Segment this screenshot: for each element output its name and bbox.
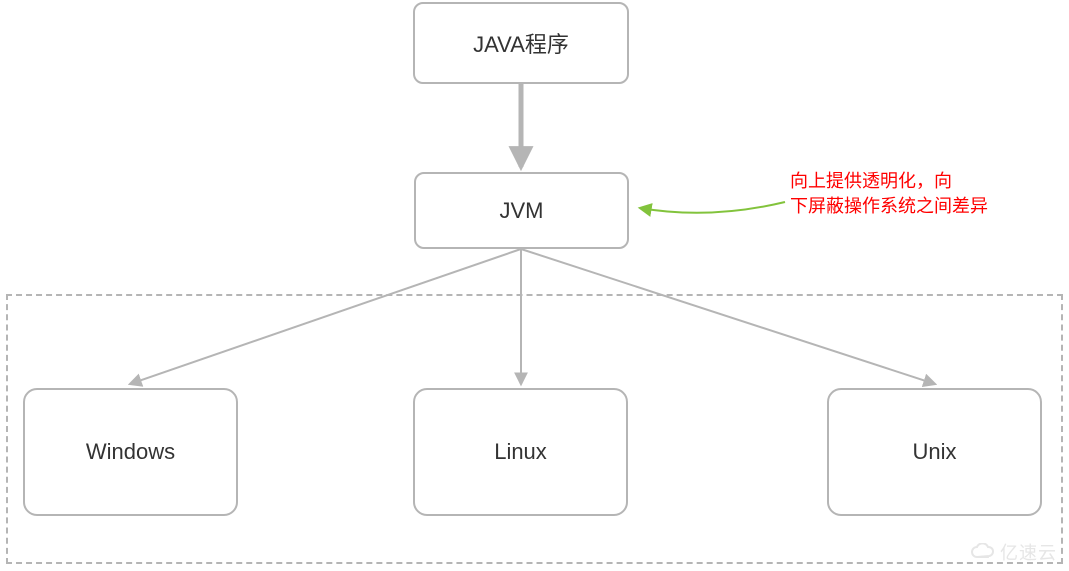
node-label: Windows	[86, 439, 175, 465]
watermark-text: 亿速云	[1000, 539, 1057, 565]
node-label: JVM	[500, 198, 544, 224]
cloud-icon	[970, 543, 996, 561]
node-label: Linux	[494, 439, 547, 465]
jvm-annotation: 向上提供透明化，向 下屏蔽操作系统之间差异	[790, 169, 988, 219]
node-linux: Linux	[413, 388, 628, 516]
annotation-line1: 向上提供透明化，向	[790, 169, 988, 194]
node-label: Unix	[912, 439, 956, 465]
annotation-line2: 下屏蔽操作系统之间差异	[790, 194, 988, 219]
node-label: JAVA程序	[473, 27, 569, 59]
node-jvm: JVM	[414, 172, 629, 249]
node-unix: Unix	[827, 388, 1042, 516]
node-java-program: JAVA程序	[413, 2, 629, 84]
watermark: 亿速云	[970, 539, 1057, 565]
node-windows: Windows	[23, 388, 238, 516]
